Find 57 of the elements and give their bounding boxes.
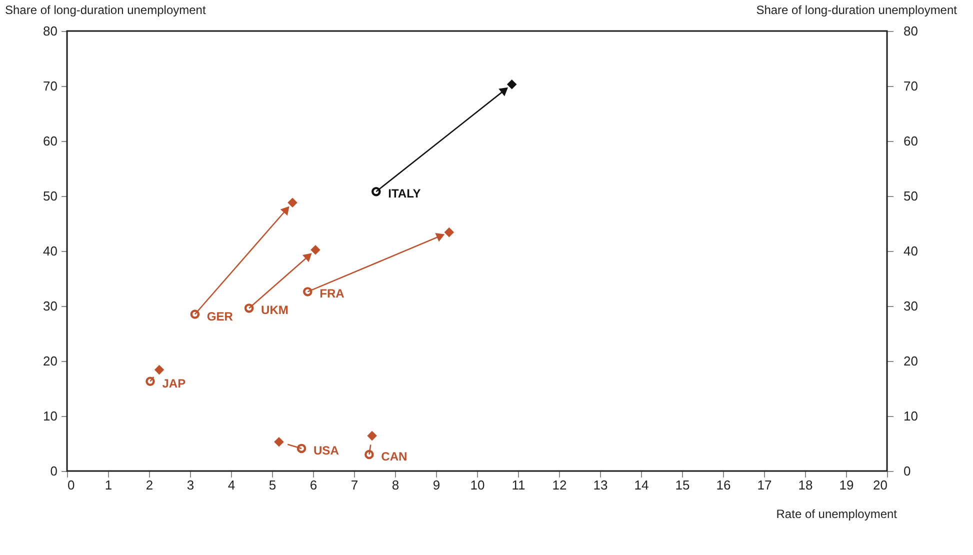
x-tick-label: 19 [839,478,854,492]
annotation: USA [314,443,340,458]
x-tick-label: 15 [675,478,690,492]
x-tick-label: 10 [470,478,485,492]
y2-axis-title: Share of long-duration unemployment [756,3,958,17]
x-tick-label: 14 [634,478,649,492]
x-tick-label: 5 [268,478,276,492]
x-tick-label: 1 [104,478,112,492]
x-axis-title: Rate of unemployment [776,507,898,521]
x-tick-label: 3 [186,478,194,492]
point [274,437,284,447]
y2-tick-label: 80 [904,24,918,38]
annotation: GER [206,309,234,324]
point [507,80,517,90]
annotation: UKM [261,303,288,318]
point [146,376,155,386]
y-tick-label: 70 [43,78,58,94]
x-tick-label: 6 [310,478,318,492]
x-tick-label: 7 [350,478,358,492]
annotation: JAP [162,376,186,390]
annotation: CAN [381,450,408,464]
y-axis-title: Share of long-duration unemployment [5,3,206,17]
x-tick-label: 2 [146,478,154,492]
x-tick-label: 16 [716,478,731,492]
annotation: ITALY [388,186,421,201]
y2-tick-label: 70 [904,78,918,94]
y-tick-label: 10 [43,408,58,424]
y-tick-label: 60 [43,134,58,148]
x-tick-label: 17 [757,478,772,492]
y2-tick-label: 0 [904,464,911,478]
x-tick-label: 12 [552,478,567,492]
y2-tick-label: 30 [904,298,918,314]
x-tick-label: 9 [432,478,440,492]
x-tick-label: 20 [873,478,888,492]
point [444,228,454,237]
point [310,245,320,255]
y2-tick-label: 40 [904,244,918,258]
x-tick-label: 18 [798,478,813,492]
x-tick-label: 0 [68,478,75,492]
x-tick-label: 8 [392,478,400,492]
point [367,431,377,440]
x-tick-label: 13 [593,478,608,492]
point [288,198,298,208]
y-tick-label: 0 [50,464,58,478]
annotation: FRA [320,286,345,301]
y-tick-label: 20 [43,354,58,368]
point [154,365,164,374]
y-tick-label: 40 [43,244,58,258]
y2-tick-label: 50 [904,188,918,204]
x-tick-label: 11 [512,478,526,492]
y-tick-label: 50 [43,188,58,204]
x-tick-label: 4 [228,478,236,492]
y2-tick-label: 20 [904,354,918,368]
y2-tick-label: 60 [904,134,918,148]
y-tick-label: 30 [43,298,58,314]
y2-tick-label: 10 [904,408,918,424]
y-tick-label: 80 [43,24,58,38]
